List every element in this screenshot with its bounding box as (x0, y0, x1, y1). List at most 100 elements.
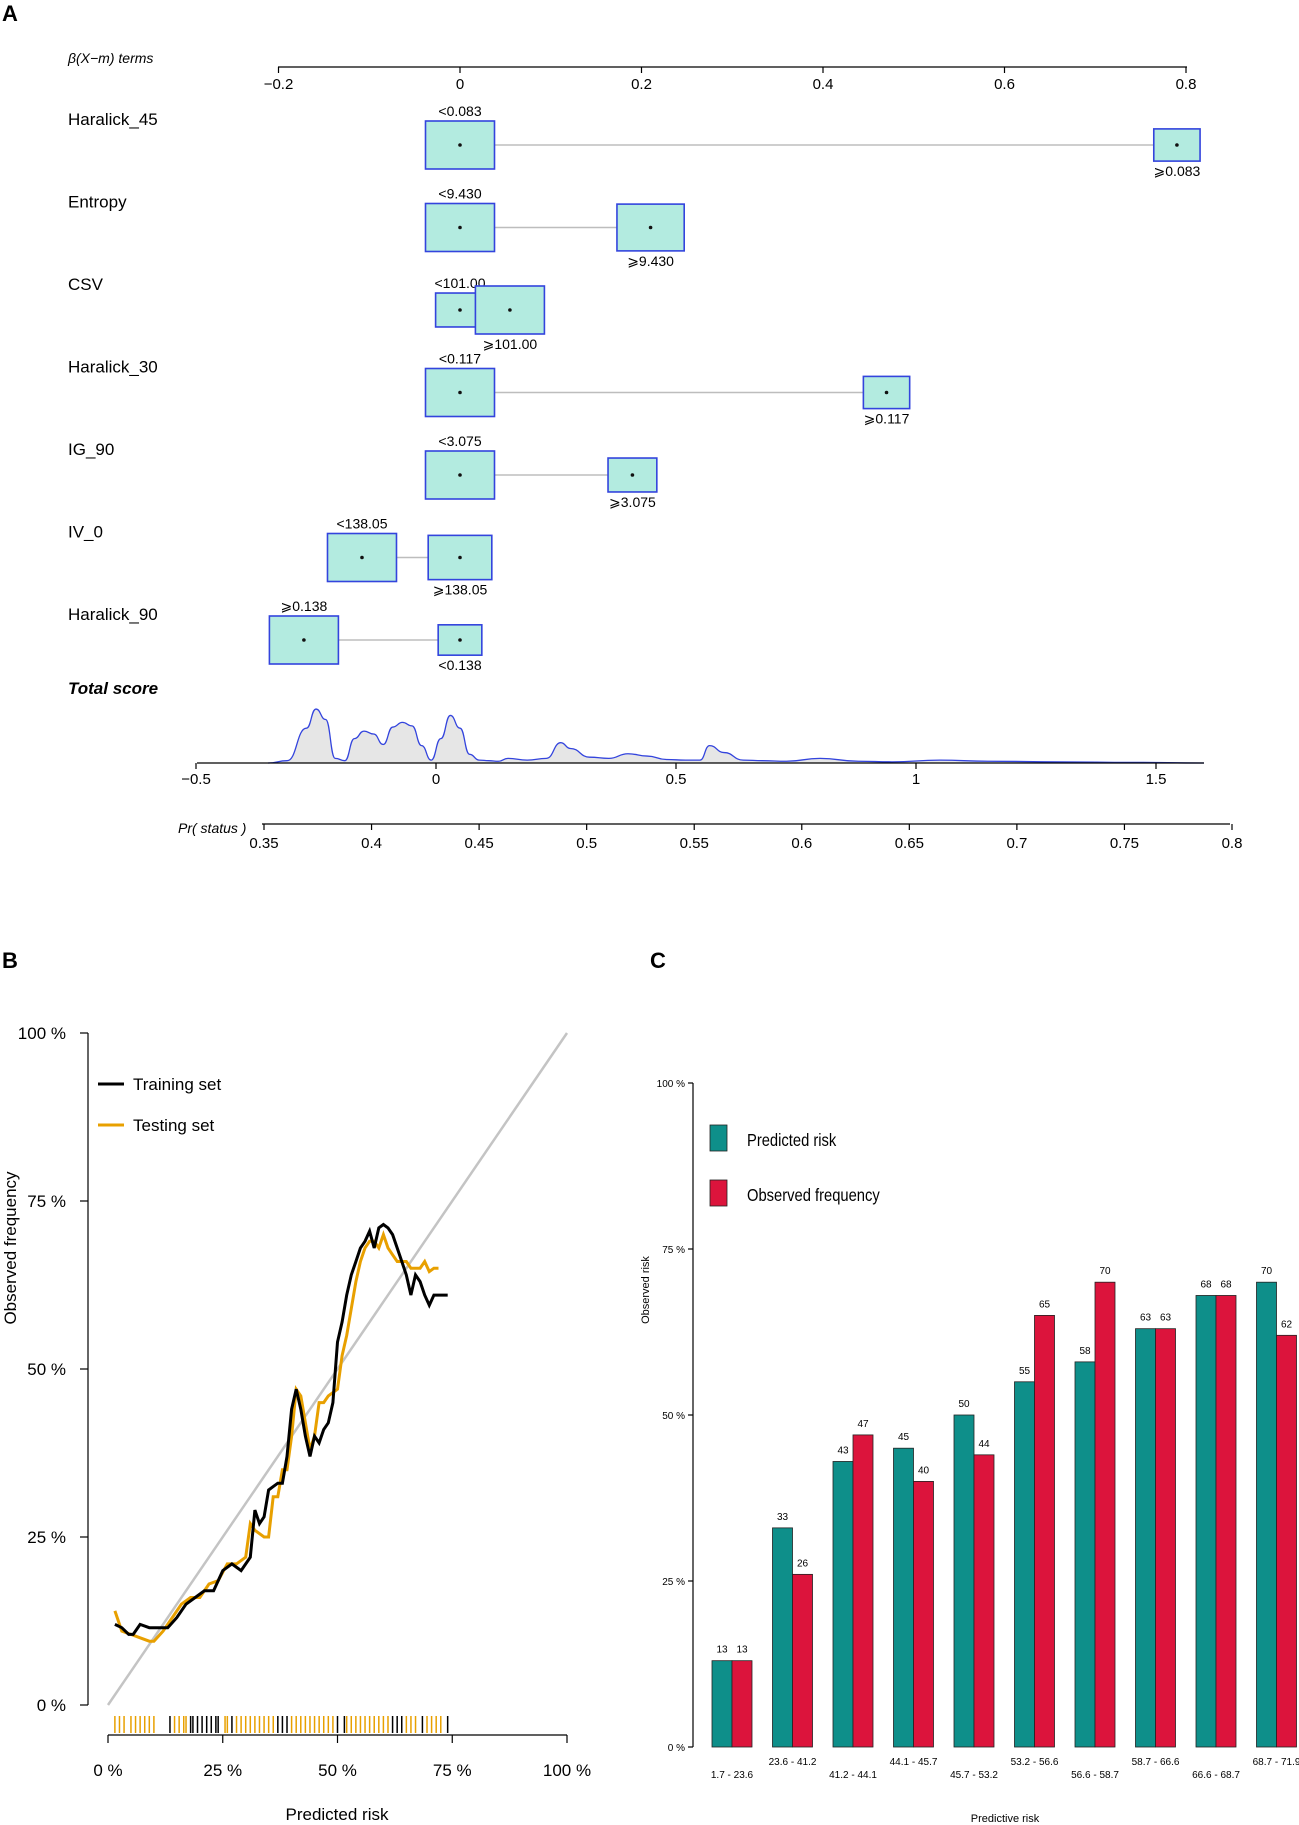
pr-tick-label: 0.5 (576, 835, 597, 852)
c-bar-value: 13 (716, 1645, 728, 1656)
panel-b-label: B (2, 948, 18, 973)
c-bar-observed (852, 1434, 874, 1748)
c-category-label: 23.6 - 41.2 (769, 1757, 817, 1768)
b-legend: Training set Testing set (98, 1075, 221, 1135)
c-category-label: 58.7 - 66.6 (1132, 1757, 1180, 1768)
b-x-tick-label: 50 % (318, 1761, 357, 1780)
b-y-tick-label: 75 % (27, 1192, 66, 1211)
level-label: <3.075 (438, 433, 481, 449)
beta-axis-label: β(X−m) terms (67, 50, 153, 66)
variable-name: CSV (68, 275, 104, 294)
beta-tick-label: 0.4 (813, 76, 834, 93)
c-y-tick-label: 50 % (662, 1411, 685, 1422)
level-point (458, 638, 462, 642)
pr-status-label: Pr( status ) (178, 820, 246, 836)
c-bar-value: 68 (1200, 1279, 1212, 1290)
c-bar-value: 33 (777, 1512, 789, 1523)
level-box (424, 202, 496, 253)
c-category-label: 66.6 - 68.7 (1192, 1770, 1240, 1781)
c-bar-observed (731, 1660, 753, 1748)
c-legend-observed-swatch (709, 1179, 728, 1207)
b-rug (114, 1716, 449, 1733)
beta-tick-label: 0.6 (994, 76, 1015, 93)
c-legend-predicted-swatch (709, 1124, 728, 1152)
c-bar-predicted (832, 1461, 854, 1748)
pr-tick-label: 0.45 (465, 835, 494, 852)
density-fill (268, 709, 1204, 763)
c-category-label: 1.7 - 23.6 (711, 1770, 754, 1781)
level-point (458, 390, 462, 395)
c-y-ticks: 0 % 25 % 50 % 75 % 100 % (657, 1079, 693, 1754)
c-bar-value: 70 (1261, 1266, 1273, 1277)
c-category-label: 44.1 - 45.7 (890, 1757, 938, 1768)
pr-tick-label: 0.6 (791, 835, 812, 852)
c-bar-predicted (772, 1527, 793, 1748)
c-bar-observed (792, 1573, 813, 1748)
c-bar-observed (1155, 1328, 1176, 1748)
b-x-tick-label: 0 % (93, 1761, 122, 1780)
pr-tick-label: 0.4 (361, 835, 382, 852)
c-bar-value: 65 (1039, 1299, 1051, 1310)
c-y-tick-label: 100 % (657, 1079, 685, 1090)
level-label: ⩾9.430 (627, 253, 674, 269)
nomogram-rows: Haralick_45 <0.083 ⩾0.083 Entropy <9.430 ⩾9.4… (68, 103, 1201, 673)
variable-name: Haralick_30 (68, 358, 158, 377)
c-bar-value: 47 (857, 1419, 869, 1430)
density-line (267, 708, 1205, 764)
level-label: ⩾0.117 (864, 411, 910, 427)
c-bar-value: 50 (958, 1399, 970, 1410)
level-label: ⩾3.075 (609, 494, 656, 510)
c-y-tick-label: 0 % (668, 1743, 685, 1754)
c-bar-predicted (953, 1414, 975, 1748)
pr-tick-label: 0.55 (680, 835, 709, 852)
beta-tick-label: 0 (456, 76, 464, 93)
total-tick-label: 0 (432, 771, 440, 788)
b-x-ticks: 0 % 25 % 50 % 75 % 100 % (93, 1735, 591, 1780)
level-label: ⩾138.05 (433, 582, 488, 598)
b-y-tick-label: 25 % (27, 1528, 66, 1547)
c-bar-value: 45 (898, 1432, 910, 1443)
c-category-label: 45.7 - 53.2 (950, 1770, 998, 1781)
b-x-tick-label: 25 % (203, 1761, 242, 1780)
c-bar-predicted (1014, 1381, 1035, 1748)
total-tick-label: 1 (912, 771, 920, 788)
b-y-ticks: 0 % 25 % 50 % 75 % 100 % (18, 1024, 88, 1715)
c-y-axis-title: Observed risk (640, 1256, 652, 1324)
level-label: <0.138 (438, 657, 481, 673)
b-legend-testing: Testing set (133, 1116, 215, 1135)
total-tick-label: 1.5 (1146, 771, 1167, 788)
c-x-axis-title: Predictive risk (971, 1813, 1040, 1825)
total-tick-label: −0.5 (181, 771, 211, 788)
level-label: <0.083 (438, 103, 481, 119)
level-point (458, 225, 462, 230)
variable-name: Haralick_90 (68, 605, 158, 624)
level-point (884, 390, 889, 395)
level-point (508, 308, 512, 312)
level-point (458, 308, 462, 312)
c-bar-predicted (1256, 1281, 1277, 1748)
pr-tick-label: 0.8 (1222, 835, 1243, 852)
beta-axis-ticks: −0.2 0 0.2 0.4 0.6 0.8 (264, 67, 1196, 93)
c-bar-value: 26 (797, 1558, 809, 1569)
c-bar-observed (1276, 1334, 1297, 1748)
b-x-tick-label: 100 % (543, 1761, 591, 1780)
level-point (648, 225, 653, 230)
b-x-axis-title: Predicted risk (286, 1805, 389, 1824)
variable-name: IG_90 (68, 440, 114, 459)
c-legend-predicted: Predicted risk (747, 1131, 837, 1151)
pr-tick-label: 0.7 (1006, 835, 1027, 852)
c-legend: Predicted risk Observed frequency (709, 1124, 880, 1207)
c-bar-predicted (1074, 1361, 1096, 1748)
pr-tick-label: 0.75 (1110, 835, 1139, 852)
c-category-label: 41.2 - 44.1 (829, 1770, 877, 1781)
level-label: <9.430 (438, 186, 481, 202)
panel-a-label: A (2, 1, 18, 26)
c-bar-value: 63 (1140, 1313, 1152, 1324)
c-y-tick-label: 25 % (662, 1577, 685, 1588)
level-label: <138.05 (336, 516, 387, 532)
bar-panel: 0 % 25 % 50 % 75 % 100 % 13 13 1.7 - 23.6 33 26 2… (640, 1079, 1299, 1825)
c-bar-value: 44 (978, 1439, 990, 1450)
pr-tick-label: 0.65 (895, 835, 924, 852)
level-label: <0.117 (439, 351, 481, 367)
